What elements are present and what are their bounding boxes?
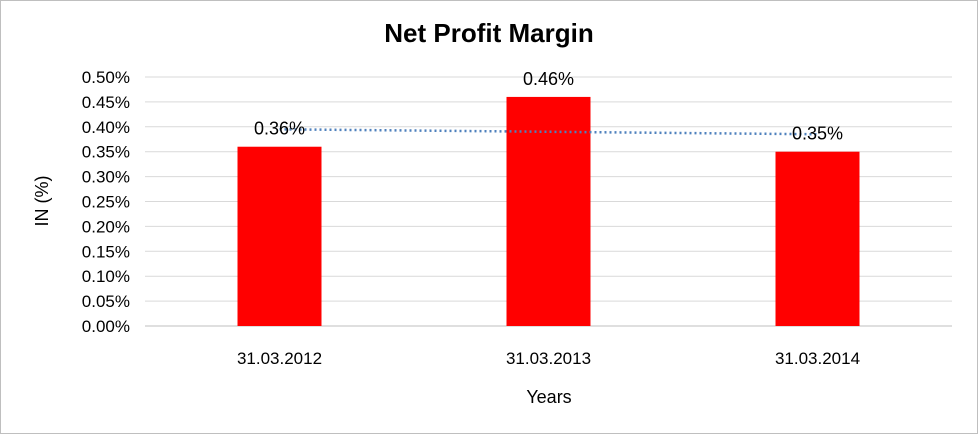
data-label: 0.36% [254,119,305,139]
y-tick-label: 0.00% [82,317,130,336]
y-tick-label: 0.25% [82,193,130,212]
y-axis-title: IN (%) [32,176,52,227]
y-tick-label: 0.10% [82,267,130,286]
y-tick-label: 0.40% [82,118,130,137]
y-tick-label: 0.05% [82,292,130,311]
y-tick-label: 0.50% [82,68,130,87]
x-tick-label: 31.03.2012 [237,349,322,368]
y-axis-ticks: 0.00% 0.05% 0.10% 0.15% 0.20% 0.25% 0.30% 0.35%… [82,68,130,336]
y-tick-label: 0.20% [82,217,130,236]
x-tick-label: 31.03.2014 [775,349,860,368]
data-labels: 0.36% 0.46% 0.35% [254,69,843,144]
data-label: 0.46% [523,69,574,89]
y-tick-label: 0.35% [82,143,130,162]
bar [506,96,591,326]
y-tick-label: 0.15% [82,242,130,261]
bars [237,96,860,326]
chart-title: Net Profit Margin [384,18,593,48]
bar [237,146,322,326]
y-tick-label: 0.30% [82,168,130,187]
data-label: 0.35% [792,124,843,144]
bar [775,151,860,326]
y-tick-label: 0.45% [82,93,130,112]
x-axis-ticks: 31.03.2012 31.03.2013 31.03.2014 [237,349,860,368]
x-axis-title: Years [526,387,571,407]
x-tick-label: 31.03.2013 [506,349,591,368]
